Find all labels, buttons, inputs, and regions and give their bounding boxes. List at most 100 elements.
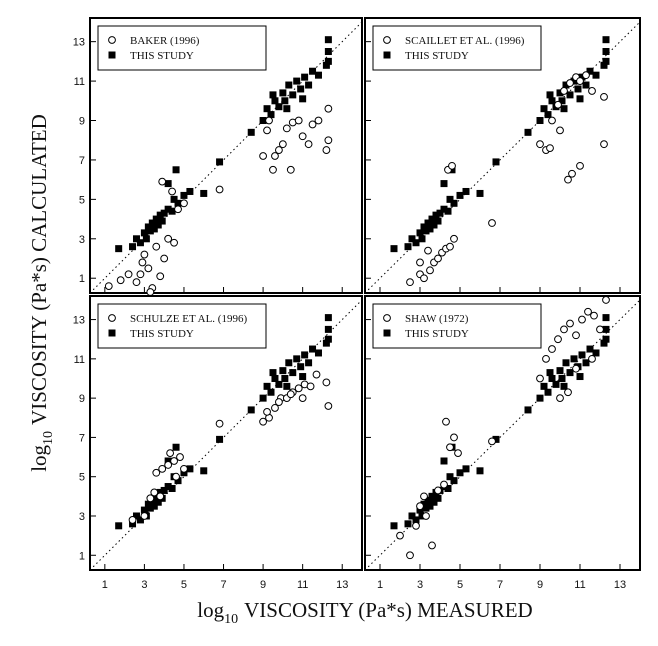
circle-point (416, 258, 424, 267)
square-point (548, 97, 556, 105)
square-point (301, 351, 309, 359)
legend-box (372, 25, 542, 71)
square-point (416, 506, 424, 514)
square-point (556, 367, 564, 375)
circle-point (158, 177, 167, 186)
circle-point (108, 36, 116, 44)
circle-point (286, 165, 295, 174)
x-label-sub: 10 (224, 612, 238, 627)
square-point (582, 359, 590, 367)
x-tick-label: 11 (297, 579, 308, 591)
circle-point (422, 512, 430, 520)
square-point (269, 369, 277, 377)
square-point (602, 36, 610, 44)
x-tick-label: 13 (614, 579, 626, 591)
square-point (279, 89, 287, 97)
square-point (434, 494, 442, 502)
square-point (426, 502, 434, 510)
legend-label: BAKER (1996) (130, 35, 200, 47)
square-point (578, 73, 586, 81)
x-tick-label: 3 (417, 579, 423, 591)
circle-point (566, 319, 574, 328)
circle-point (160, 254, 169, 263)
square-point (297, 363, 305, 371)
legend-box (97, 303, 267, 349)
square-point (200, 467, 208, 475)
square-point (412, 516, 420, 524)
square-point (263, 382, 271, 390)
circle-point (584, 307, 592, 316)
square-point (283, 382, 291, 390)
square-point (140, 229, 148, 237)
square-point (148, 219, 156, 227)
square-point (558, 97, 566, 105)
square-point (426, 225, 434, 233)
square-point (279, 367, 287, 375)
square-point (267, 388, 275, 396)
square-point (140, 506, 148, 514)
legend-label: THIS STUDY (405, 50, 469, 62)
y-tick-label: 13 (73, 315, 85, 327)
square-point (309, 67, 317, 75)
legend-label: SCHULZE ET AL. (1996) (130, 313, 247, 325)
square-point (160, 209, 168, 217)
square-point (297, 85, 305, 93)
square-point (299, 95, 307, 103)
square-point (444, 484, 452, 492)
square-point (562, 359, 570, 367)
circle-point (556, 126, 564, 135)
square-point (144, 223, 152, 231)
circle-point (572, 331, 580, 340)
square-point (592, 349, 600, 357)
circle-point (168, 187, 176, 196)
square-point (536, 394, 544, 402)
square-point (324, 57, 332, 65)
square-point (412, 239, 420, 247)
square-point (562, 81, 570, 89)
square-point (586, 345, 594, 353)
square-point (420, 223, 428, 231)
circle-point (428, 541, 436, 550)
circle-point (568, 169, 576, 178)
circle-point (140, 250, 149, 259)
square-point (158, 217, 166, 225)
square-point (150, 502, 158, 510)
square-point (289, 91, 297, 99)
square-point (390, 522, 398, 530)
square-point (560, 105, 568, 113)
y-tick-label: 9 (79, 116, 85, 128)
square-point (602, 314, 610, 322)
circle-point (298, 394, 307, 403)
square-point (566, 369, 574, 377)
circle-point (152, 468, 161, 477)
square-point (448, 166, 456, 174)
circle-point (298, 132, 307, 141)
square-point (285, 81, 293, 89)
y-tick-label: 1 (79, 550, 85, 562)
square-point (576, 95, 584, 103)
square-point (422, 504, 430, 512)
y-tick-label: 1 (79, 273, 85, 285)
square-point (566, 91, 574, 99)
circle-point (294, 384, 303, 393)
square-point (186, 465, 194, 473)
circle-point (383, 314, 391, 322)
circle-point (116, 276, 125, 285)
circle-point (324, 104, 333, 113)
square-point (552, 380, 560, 388)
square-point (283, 105, 291, 113)
square-point (582, 81, 590, 89)
circle-point (554, 100, 562, 109)
square-point (174, 199, 182, 207)
square-point (440, 205, 448, 213)
square-point (305, 359, 313, 367)
square-point (324, 36, 332, 44)
circle-point (271, 404, 279, 412)
square-point (129, 520, 137, 528)
square-point (428, 492, 436, 500)
square-point (476, 467, 484, 475)
square-point (540, 105, 548, 113)
square-point (446, 473, 454, 481)
square-point (418, 235, 426, 243)
square-point (492, 435, 500, 443)
